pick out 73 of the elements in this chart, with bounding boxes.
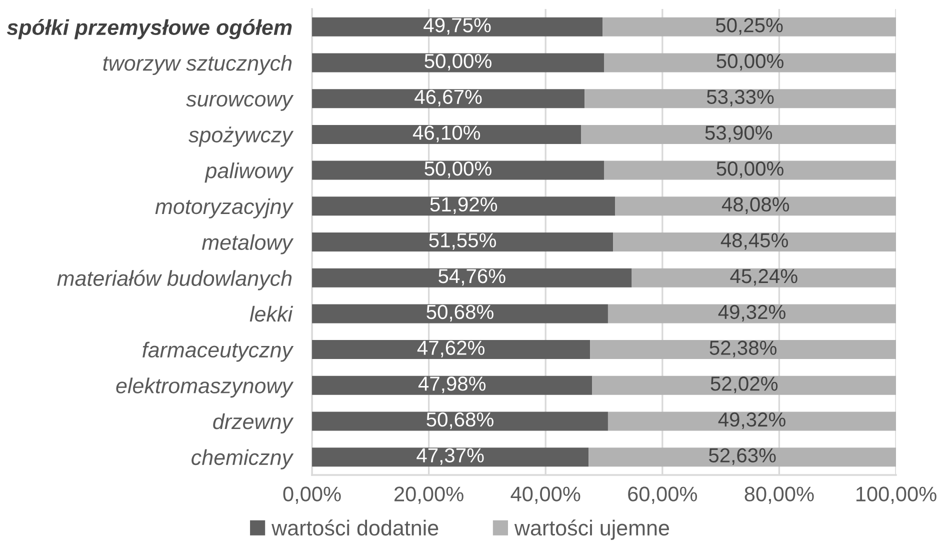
bar xyxy=(584,89,896,108)
y-tick-label: paliwowy xyxy=(204,162,294,183)
legend-label: wartości dodatnie xyxy=(272,520,438,536)
bar xyxy=(312,448,589,467)
bar xyxy=(312,160,604,180)
data-label: 46,10% xyxy=(412,126,480,142)
data-label: 50,25% xyxy=(716,18,783,35)
y-tick-label: motoryzacyjny xyxy=(155,198,294,218)
bar xyxy=(312,196,616,216)
data-label: 51,55% xyxy=(429,233,496,250)
data-label: 51,92% xyxy=(430,197,498,214)
bar xyxy=(608,412,896,431)
y-tick-label: spożywczy xyxy=(188,126,294,147)
bar xyxy=(604,160,896,180)
data-label: 52,63% xyxy=(708,448,776,465)
data-label: 45,24% xyxy=(730,268,798,286)
y-tick-label: elektromaszynowy xyxy=(116,378,294,398)
bar xyxy=(312,232,614,252)
bar xyxy=(312,124,582,144)
y-tick-label: drzewny xyxy=(213,413,294,434)
bar xyxy=(608,304,896,324)
x-tick-label: 100,00% xyxy=(856,486,936,504)
bar xyxy=(312,17,603,36)
data-label: 47,37% xyxy=(416,448,484,465)
data-label: 52,02% xyxy=(710,376,778,394)
data-label: 46,67% xyxy=(414,90,482,106)
data-label: 48,45% xyxy=(720,233,788,250)
x-tick-label: 0,00% xyxy=(283,486,341,504)
y-tick-label: lekki xyxy=(250,306,294,322)
data-label: 53,33% xyxy=(706,90,774,106)
x-tick-label: 60,00% xyxy=(628,486,697,504)
data-label: 54,76% xyxy=(438,268,506,286)
x-tick-label: 20,00% xyxy=(394,486,464,504)
y-tick-label: farmaceutyczny xyxy=(142,342,294,362)
data-label: 50,00% xyxy=(424,161,492,178)
x-tick-label: 40,00% xyxy=(510,486,580,504)
data-label: 50,68% xyxy=(426,412,494,430)
bar xyxy=(312,268,632,288)
data-label: 53,90% xyxy=(705,126,772,142)
bar xyxy=(588,448,896,467)
bar xyxy=(613,232,896,252)
legend-label: wartości ujemne xyxy=(514,520,670,540)
bar xyxy=(632,268,896,288)
y-tick-label: spółki przemysłowe ogółem xyxy=(6,19,292,40)
data-label: 49,32% xyxy=(718,412,786,430)
y-tick-label: surowcowy xyxy=(186,94,294,111)
bar xyxy=(615,196,896,216)
data-label: 50,00% xyxy=(716,161,784,178)
bar xyxy=(581,124,896,144)
y-tick-label: metalowy xyxy=(202,234,294,254)
data-label: 49,75% xyxy=(424,18,491,35)
bar xyxy=(312,304,608,324)
data-label: 49,32% xyxy=(718,304,786,322)
bar xyxy=(592,376,896,395)
y-tick-label: chemiczny xyxy=(192,449,294,470)
data-label: 50,00% xyxy=(424,54,492,71)
data-label: 47,62% xyxy=(417,340,484,358)
y-tick-label: materiałów budowlanych xyxy=(57,270,292,290)
bar xyxy=(590,340,896,360)
y-tick-label: tworzyw sztucznych xyxy=(103,54,292,76)
bar xyxy=(312,89,585,108)
data-label: 47,98% xyxy=(418,376,486,394)
x-tick-label: 80,00% xyxy=(744,486,814,504)
bar xyxy=(312,376,592,395)
data-label: 50,68% xyxy=(426,304,494,322)
data-label: 48,08% xyxy=(722,197,790,214)
bar xyxy=(312,53,604,72)
bar xyxy=(602,17,896,36)
bar xyxy=(312,412,608,431)
bar xyxy=(312,340,590,360)
bar xyxy=(604,53,896,72)
data-label: 50,00% xyxy=(716,54,784,71)
data-label: 52,38% xyxy=(710,340,776,358)
